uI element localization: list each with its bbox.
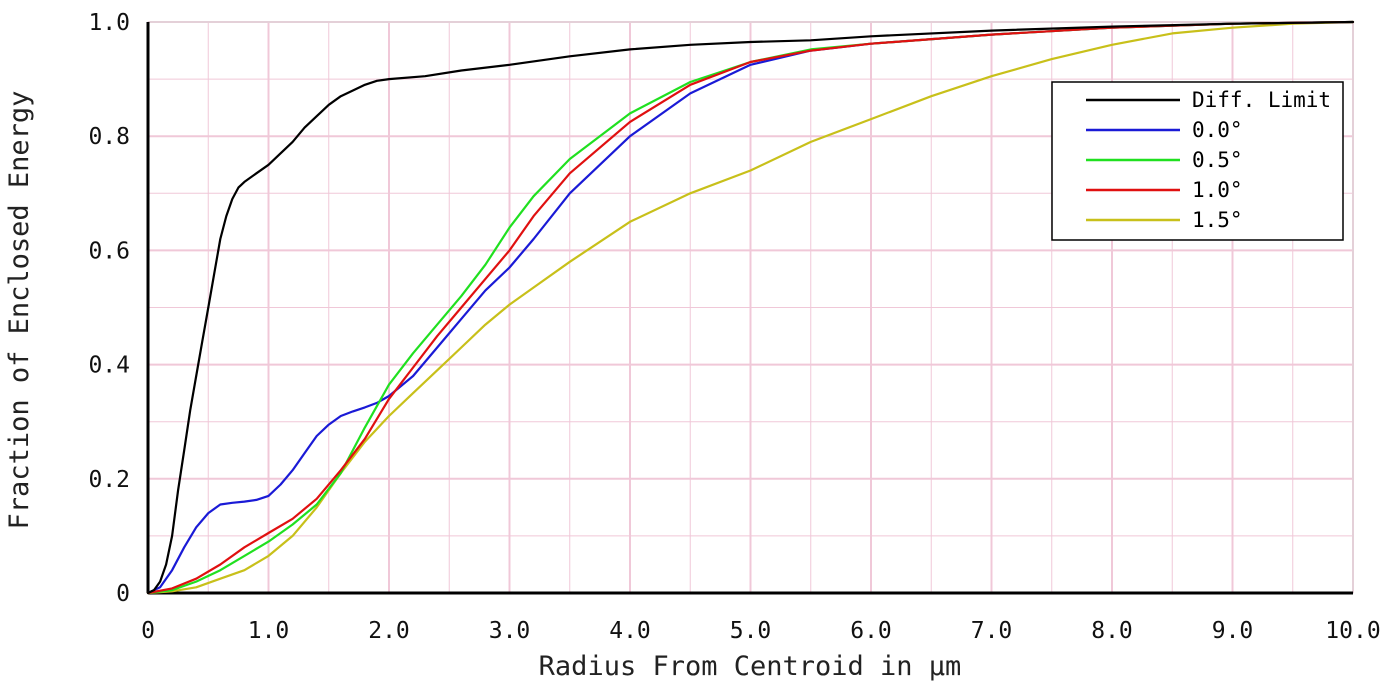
y-axis-title: Fraction of Enclosed Energy xyxy=(4,91,35,530)
x-tick-label: 7.0 xyxy=(971,618,1013,644)
legend-label: 0.5° xyxy=(1192,148,1243,172)
x-tick-label: 5.0 xyxy=(730,618,772,644)
legend-label: 1.5° xyxy=(1192,208,1243,232)
x-tick-label: 9.0 xyxy=(1212,618,1254,644)
x-tick-label: 6.0 xyxy=(850,618,892,644)
chart-legend: Diff. Limit 0.0° 0.5° 1.0° 1.5° xyxy=(1051,81,1344,241)
y-tick-label: 0.8 xyxy=(88,124,130,150)
chart-axes xyxy=(146,22,1353,595)
x-tick-label: 2.0 xyxy=(368,618,410,644)
x-tick-label: 10.0 xyxy=(1325,618,1380,644)
x-tick-label: 1.0 xyxy=(248,618,290,644)
y-tick-label: 0.6 xyxy=(88,238,130,264)
series-line xyxy=(146,20,1355,595)
legend-label: 1.0° xyxy=(1192,178,1243,202)
legend-label: Diff. Limit xyxy=(1192,88,1331,112)
y-tick-label: 1.0 xyxy=(88,10,130,36)
y-tick-label: 0.2 xyxy=(88,467,130,493)
series-lines xyxy=(146,20,1355,595)
y-tick-label: 0 xyxy=(116,581,130,607)
series-line xyxy=(146,20,1355,595)
x-tick-label: 8.0 xyxy=(1091,618,1133,644)
series-line xyxy=(146,20,1355,595)
legend-label: 0.0° xyxy=(1192,118,1243,142)
x-tick-label: 0 xyxy=(141,618,155,644)
y-axis-ticks: 0 0.2 0.4 0.6 0.8 1.0 xyxy=(88,10,130,607)
x-axis-ticks: 0 1.0 2.0 3.0 4.0 5.0 6.0 7.0 8.0 9.0 10.0 xyxy=(141,618,1381,644)
y-tick-label: 0.4 xyxy=(88,353,130,379)
series-line xyxy=(146,20,1355,595)
x-axis-title: Radius From Centroid in µm xyxy=(539,651,962,681)
x-tick-label: 4.0 xyxy=(609,618,651,644)
x-tick-label: 3.0 xyxy=(489,618,531,644)
